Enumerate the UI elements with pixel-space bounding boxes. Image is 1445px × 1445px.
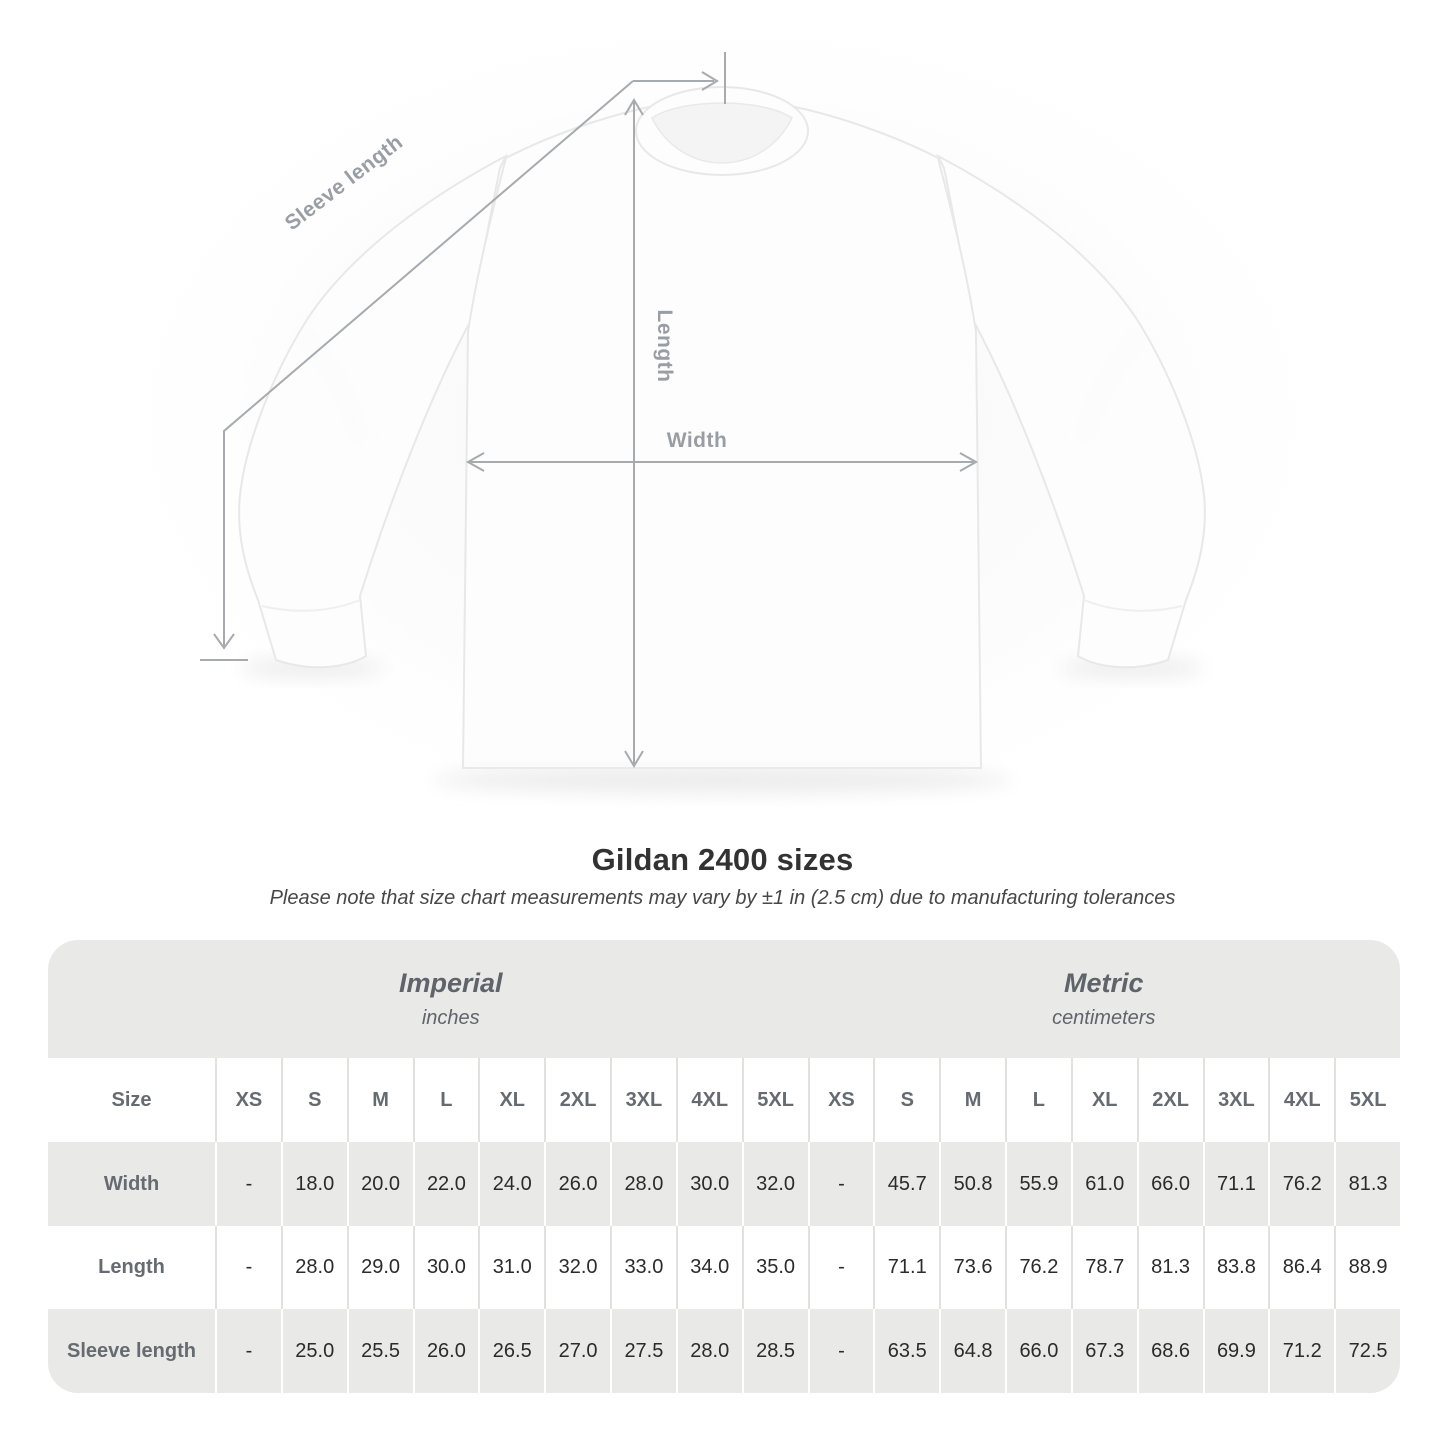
page-title: Gildan 2400 sizes [591, 842, 854, 877]
cell-length-imperial-xs: - [215, 1226, 281, 1309]
group-header-imperial: Imperial inches [48, 940, 808, 1058]
cell-width-imperial-3xl: 28.0 [610, 1142, 676, 1226]
cell-width-imperial-s: 18.0 [280, 1142, 347, 1226]
size-header-metric-l: L [1005, 1058, 1071, 1142]
size-header-imperial-l: L [412, 1058, 479, 1142]
size-header-metric-5xl: 5XL [1334, 1058, 1400, 1142]
cell-width-metric-xl: 61.0 [1070, 1142, 1137, 1226]
cell-sleeve-length-metric-l: 66.0 [1005, 1309, 1071, 1393]
size-header-metric-4xl: 4XL [1268, 1058, 1335, 1142]
cell-length-imperial-xl: 31.0 [478, 1226, 545, 1309]
size-header-imperial-4xl: 4XL [675, 1058, 742, 1142]
cell-length-metric-2xl: 81.3 [1136, 1226, 1203, 1309]
cell-length-metric-5xl: 88.9 [1334, 1226, 1400, 1309]
size-header-imperial-s: S [280, 1058, 347, 1142]
cell-length-imperial-s: 28.0 [280, 1226, 347, 1309]
cell-sleeve-length-metric-5xl: 72.5 [1334, 1309, 1400, 1393]
size-header-metric-m: M [939, 1058, 1005, 1142]
cell-length-metric-s: 71.1 [873, 1226, 940, 1309]
cell-length-imperial-l: 30.0 [412, 1226, 479, 1309]
size-header-imperial-2xl: 2XL [544, 1058, 610, 1142]
size-header-metric-3xl: 3XL [1202, 1058, 1269, 1142]
shirt-measurement-diagram: Sleeve length Length Width [132, 25, 1312, 815]
cell-sleeve-length-imperial-2xl: 27.0 [544, 1309, 610, 1393]
cell-width-metric-m: 50.8 [939, 1142, 1005, 1226]
cell-length-imperial-5xl: 35.0 [741, 1226, 808, 1309]
cell-width-imperial-l: 22.0 [412, 1142, 479, 1226]
group-unit-imperial: inches [421, 1007, 480, 1029]
size-header-imperial-5xl: 5XL [741, 1058, 808, 1142]
cell-sleeve-length-imperial-s: 25.0 [280, 1309, 347, 1393]
cell-length-metric-3xl: 83.8 [1202, 1226, 1269, 1309]
cell-length-metric-xl: 78.7 [1070, 1226, 1137, 1309]
cell-width-metric-xs: - [807, 1142, 874, 1226]
cell-width-metric-5xl: 81.3 [1334, 1142, 1400, 1226]
cell-length-metric-m: 73.6 [939, 1226, 1005, 1309]
cell-sleeve-length-metric-m: 64.8 [939, 1309, 1005, 1393]
cell-width-imperial-4xl: 30.0 [675, 1142, 742, 1226]
size-header-imperial-xs: XS [215, 1058, 281, 1142]
width-label: Width [667, 429, 728, 452]
cell-sleeve-length-metric-2xl: 68.6 [1136, 1309, 1203, 1393]
cell-width-metric-3xl: 71.1 [1202, 1142, 1269, 1226]
cell-width-metric-4xl: 76.2 [1268, 1142, 1335, 1226]
cell-length-imperial-3xl: 33.0 [610, 1226, 676, 1309]
cell-length-metric-xs: - [807, 1226, 874, 1309]
group-header-metric: Metric centimeters [807, 940, 1400, 1058]
shirt-diagram-canvas: Sleeve length Length Width [132, 25, 1312, 815]
cell-sleeve-length-imperial-l: 26.0 [412, 1309, 479, 1393]
cell-length-imperial-2xl: 32.0 [544, 1226, 610, 1309]
row-label-sleeve-length: Sleeve length [48, 1309, 215, 1393]
long-sleeve-shirt [238, 86, 1206, 769]
cell-length-imperial-m: 29.0 [346, 1226, 413, 1309]
size-header-metric-xl: XL [1070, 1058, 1137, 1142]
size-header-metric-2xl: 2XL [1136, 1058, 1203, 1142]
cell-width-imperial-5xl: 32.0 [741, 1142, 808, 1226]
cell-sleeve-length-imperial-xl: 26.5 [478, 1309, 545, 1393]
hem-shading [468, 764, 976, 769]
cell-width-metric-s: 45.7 [873, 1142, 940, 1226]
cell-sleeve-length-imperial-4xl: 28.0 [675, 1309, 742, 1393]
cell-sleeve-length-imperial-3xl: 27.5 [610, 1309, 676, 1393]
size-header-imperial-3xl: 3XL [610, 1058, 676, 1142]
cell-width-imperial-xs: - [215, 1142, 281, 1226]
tolerance-note: Please note that size chart measurements… [269, 887, 1176, 909]
cell-sleeve-length-imperial-5xl: 28.5 [741, 1309, 808, 1393]
cell-length-imperial-4xl: 34.0 [675, 1226, 742, 1309]
cell-width-metric-l: 55.9 [1005, 1142, 1071, 1226]
length-annotation: Length [624, 98, 676, 768]
group-title-metric: Metric [1063, 968, 1144, 998]
cell-sleeve-length-metric-xl: 67.3 [1070, 1309, 1137, 1393]
group-unit-metric: centimeters [1052, 1007, 1156, 1029]
size-header-imperial-m: M [346, 1058, 413, 1142]
row-label-length: Length [48, 1226, 215, 1309]
size-table: Imperial inches Metric centimeters Size X… [48, 940, 1400, 1393]
left-sleeve-crease [299, 329, 361, 443]
size-header-metric-s: S [873, 1058, 940, 1142]
cell-length-metric-l: 76.2 [1005, 1226, 1071, 1309]
size-header-imperial-xl: XL [478, 1058, 545, 1142]
cell-width-imperial-2xl: 26.0 [544, 1142, 610, 1226]
right-cuff-seam [1083, 599, 1183, 612]
cell-sleeve-length-imperial-m: 25.5 [346, 1309, 413, 1393]
size-header-metric-xs: XS [807, 1058, 874, 1142]
cell-width-metric-2xl: 66.0 [1136, 1142, 1203, 1226]
row-label-width: Width [48, 1142, 215, 1226]
cell-sleeve-length-metric-s: 63.5 [873, 1309, 940, 1393]
cell-width-imperial-xl: 24.0 [478, 1142, 545, 1226]
left-cuff-seam [261, 599, 361, 612]
cell-sleeve-length-metric-xs: - [807, 1309, 874, 1393]
cell-sleeve-length-imperial-xs: - [215, 1309, 281, 1393]
group-title-imperial: Imperial [398, 968, 503, 998]
cell-sleeve-length-metric-4xl: 71.2 [1268, 1309, 1335, 1393]
width-annotation: Width [465, 429, 979, 472]
size-corner-header: Size [48, 1058, 215, 1142]
collar-opening [651, 102, 793, 164]
cell-sleeve-length-metric-3xl: 69.9 [1202, 1309, 1269, 1393]
cell-length-metric-4xl: 86.4 [1268, 1226, 1335, 1309]
right-sleeve-crease [1083, 329, 1145, 443]
cell-width-imperial-m: 20.0 [346, 1142, 413, 1226]
length-label: Length [653, 310, 676, 383]
